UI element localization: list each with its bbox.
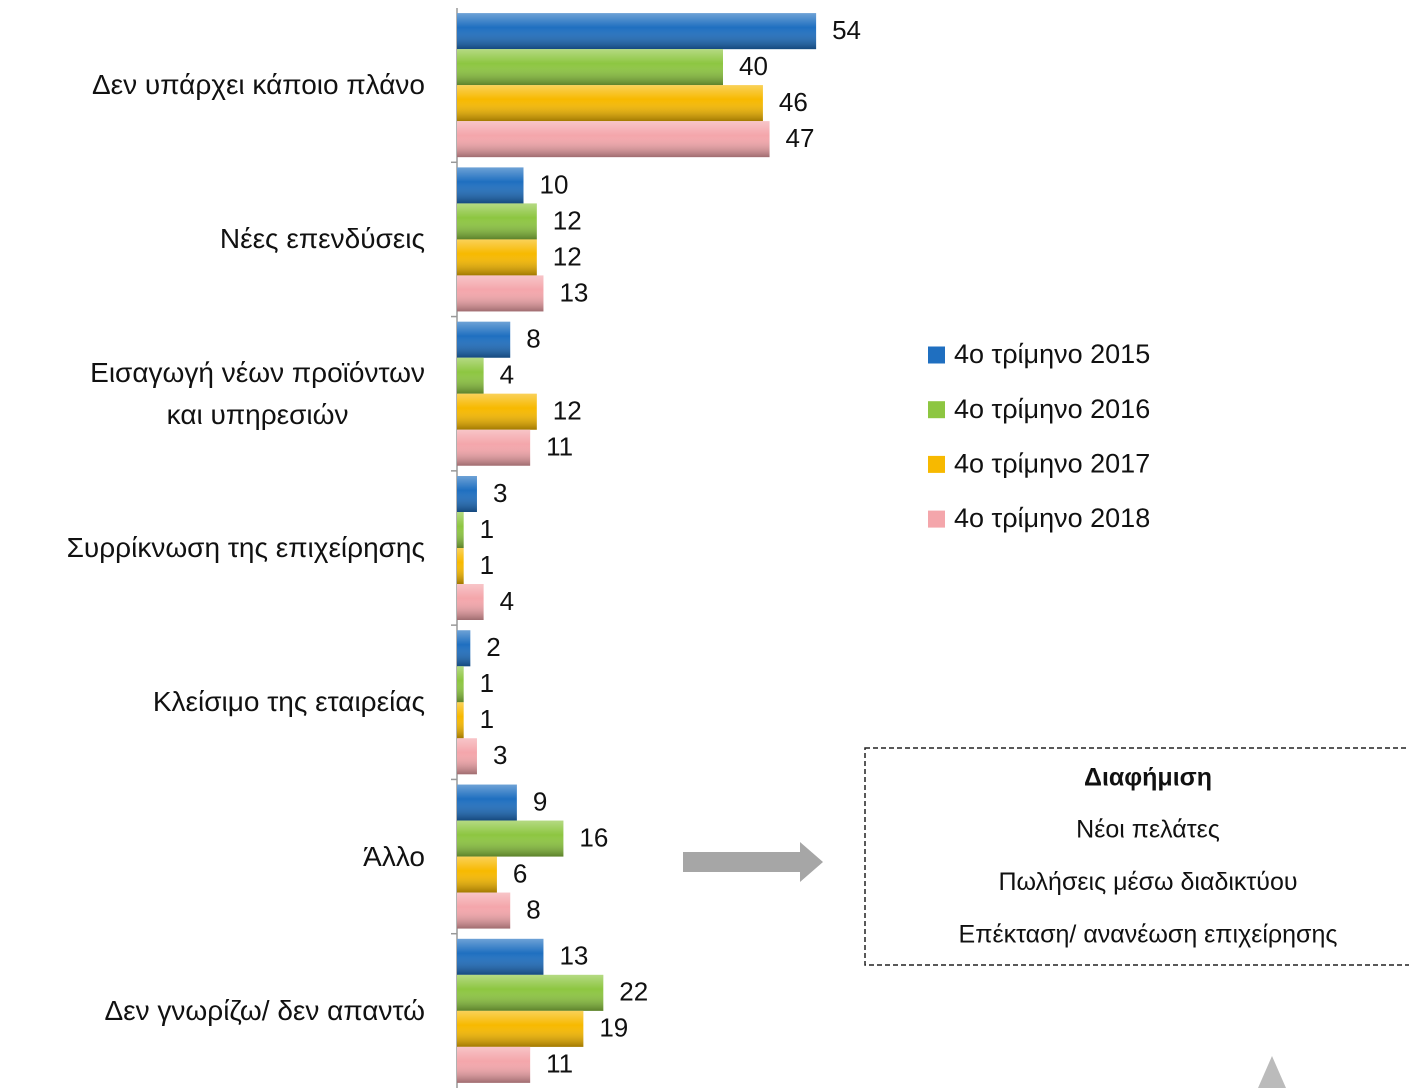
annotation-item: Νέοι πελάτες bbox=[1076, 816, 1220, 844]
category-text: Δεν υπάρχει κάποιο πλάνο bbox=[91, 69, 425, 101]
value-label: 22 bbox=[619, 977, 648, 1007]
value-label: 4 bbox=[500, 360, 514, 390]
bar-shade bbox=[457, 321, 511, 358]
value-label: 1 bbox=[480, 550, 494, 580]
category-label: Δεν υπάρχει κάποιο πλάνο bbox=[0, 8, 425, 162]
value-label: 13 bbox=[559, 277, 588, 307]
category-label: Δεν γνωρίζω/ δεν απαντώ bbox=[0, 934, 425, 1088]
value-label: 11 bbox=[546, 432, 573, 462]
bar-shade bbox=[457, 666, 464, 703]
category-text: Νέες επενδύσεις bbox=[219, 223, 425, 255]
bar-shade bbox=[457, 512, 464, 548]
bar-shade bbox=[457, 738, 477, 775]
value-label: 12 bbox=[553, 205, 582, 235]
category-label: Εισαγωγή νέων προϊόντων και υπηρεσιών bbox=[0, 317, 425, 471]
value-label: 54 bbox=[832, 15, 861, 45]
legend-swatch bbox=[928, 510, 945, 528]
bar-shade bbox=[457, 892, 511, 929]
bar-shade bbox=[457, 476, 477, 512]
value-label: 19 bbox=[599, 1013, 628, 1043]
legend-swatch bbox=[928, 455, 945, 473]
category-label: Συρρίκνωση της επιχείρησης bbox=[0, 471, 425, 625]
value-label: 1 bbox=[480, 704, 494, 734]
value-label: 11 bbox=[546, 1049, 573, 1079]
arrow bbox=[683, 842, 823, 882]
legend-label: 4ο τρίμηνο 2018 bbox=[954, 503, 1150, 533]
bar-shade bbox=[457, 357, 484, 394]
category-label: Άλλο bbox=[0, 779, 425, 933]
bar-shade bbox=[457, 167, 524, 204]
value-label: 3 bbox=[493, 740, 507, 770]
value-label: 1 bbox=[480, 514, 494, 544]
bar-shade bbox=[457, 820, 564, 857]
bar-shade bbox=[457, 429, 531, 466]
value-label: 10 bbox=[540, 169, 569, 199]
value-label: 13 bbox=[559, 941, 588, 971]
bar-shade bbox=[457, 1046, 531, 1083]
bar-shade bbox=[457, 584, 484, 620]
bar-shade bbox=[457, 49, 723, 86]
annotation-item: Επέκταση/ ανανέωση επιχείρησης bbox=[959, 921, 1338, 949]
bar-shade bbox=[457, 121, 770, 158]
legend-label: 4ο τρίμηνο 2016 bbox=[954, 394, 1150, 424]
annotation-title: Διαφήμιση bbox=[1084, 764, 1212, 792]
legend-swatch bbox=[928, 401, 945, 419]
bar-shade bbox=[457, 548, 464, 584]
category-text: Συρρίκνωση της επιχείρησης bbox=[66, 531, 425, 563]
value-label: 40 bbox=[739, 51, 768, 81]
bar-shade bbox=[457, 784, 517, 821]
value-label: 46 bbox=[779, 87, 808, 117]
value-label: 12 bbox=[553, 241, 582, 271]
bar-shade bbox=[457, 393, 537, 430]
bar-shade bbox=[457, 239, 537, 276]
bar-shade bbox=[457, 938, 544, 975]
bar-shade bbox=[457, 203, 537, 240]
legend-swatch bbox=[928, 346, 945, 364]
value-label: 6 bbox=[513, 858, 527, 888]
legend-label: 4ο τρίμηνο 2015 bbox=[954, 339, 1150, 369]
value-label: 1 bbox=[480, 668, 494, 698]
category-text: Εισαγωγή νέων προϊόντων και υπηρεσιών bbox=[90, 356, 425, 430]
bar-shade bbox=[457, 13, 817, 50]
bar-shade bbox=[457, 974, 604, 1011]
legend-label: 4ο τρίμηνο 2017 bbox=[954, 449, 1150, 479]
value-label: 9 bbox=[533, 786, 547, 816]
bar-shade bbox=[457, 275, 544, 312]
logo bbox=[1258, 1056, 1286, 1088]
category-text: Δεν γνωρίζω/ δεν απαντώ bbox=[104, 994, 425, 1026]
annotation-box bbox=[864, 747, 1409, 966]
value-label: 12 bbox=[553, 396, 582, 426]
value-label: 4 bbox=[500, 586, 514, 616]
bar-shade bbox=[457, 702, 464, 739]
value-label: 8 bbox=[526, 324, 540, 354]
value-label: 3 bbox=[493, 478, 507, 508]
bar-shade bbox=[457, 1010, 584, 1047]
value-label: 8 bbox=[526, 894, 540, 924]
category-label: Κλείσιμο της εταιρείας bbox=[0, 625, 425, 779]
bar-shade bbox=[457, 630, 471, 667]
category-text: Άλλο bbox=[363, 840, 425, 872]
value-label: 2 bbox=[486, 632, 500, 662]
value-label: 16 bbox=[579, 822, 608, 852]
bar-shade bbox=[457, 85, 763, 122]
category-label: Νέες επενδύσεις bbox=[0, 162, 425, 316]
annotation-item: Πωλήσεις μέσω διαδικτύου bbox=[998, 868, 1297, 896]
bar-shade bbox=[457, 856, 497, 893]
value-label: 47 bbox=[786, 123, 815, 153]
category-text: Κλείσιμο της εταιρείας bbox=[152, 686, 425, 718]
